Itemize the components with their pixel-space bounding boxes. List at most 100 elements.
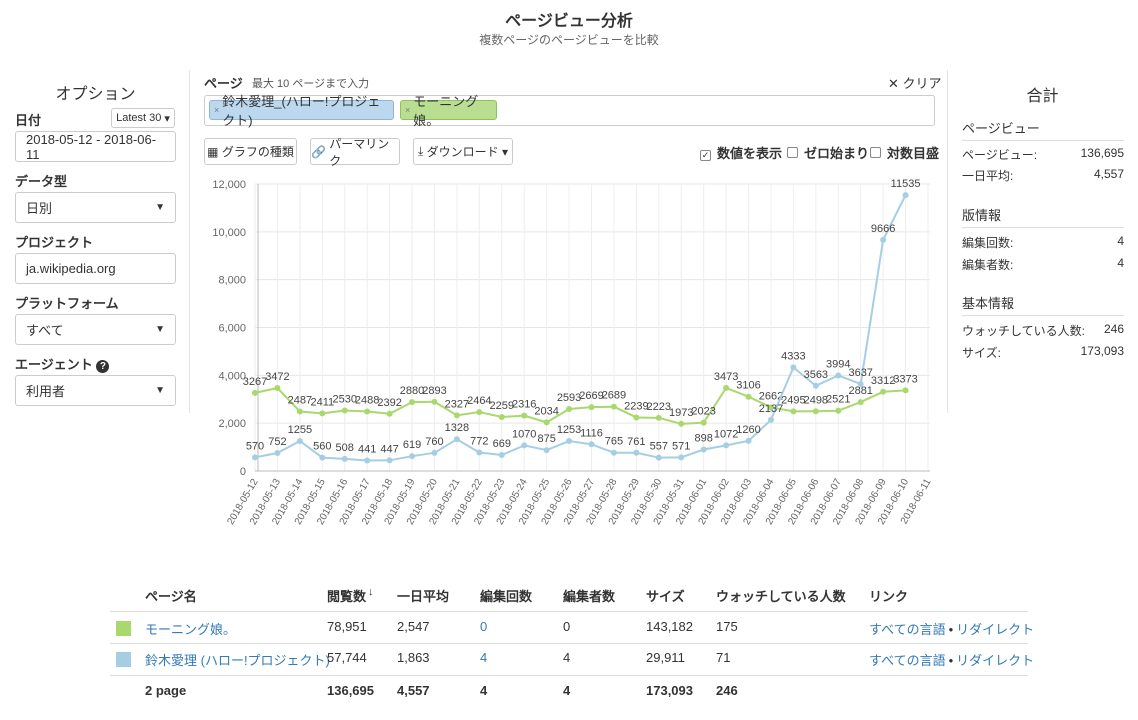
data-label: 2488 <box>355 394 379 406</box>
point <box>678 454 685 461</box>
summary-value: 4 <box>1117 256 1124 270</box>
cell: モーニング娘。 <box>145 622 237 637</box>
point <box>476 449 483 456</box>
point <box>767 404 774 411</box>
permalink-button[interactable]: 🔗 パーマリンク <box>310 137 400 168</box>
data-label: 1116 <box>580 427 603 439</box>
point <box>835 372 842 379</box>
point <box>857 381 864 388</box>
link[interactable]: すべての言語 <box>869 622 946 637</box>
data-label: 2487 <box>288 395 312 407</box>
text: モーニング娘。 <box>413 94 479 128</box>
data-label: 2223 <box>647 401 671 413</box>
select[interactable]: すべて ▼ <box>15 314 176 345</box>
link[interactable]: すべての言語 <box>869 653 946 668</box>
data-label: 570 <box>246 440 264 452</box>
page-tag[interactable]: × モーニング娘。 <box>400 94 497 128</box>
y-tick-label: 6,000 <box>218 323 246 335</box>
summary-heading: 版情報 <box>962 208 1002 223</box>
column-header: 閲覧数 <box>327 589 367 604</box>
point <box>633 414 640 421</box>
text: 鈴木愛理_(ハロー!プロジェクト) <box>222 94 381 128</box>
label: エージェント ? <box>15 354 110 373</box>
page-tag[interactable]: × 鈴木愛理_(ハロー!プロジェクト) <box>209 94 394 128</box>
checkbox[interactable]: 対数目盛 <box>870 143 939 162</box>
text: Latest 30 <box>116 112 162 124</box>
y-tick-label: 8,000 <box>218 275 246 287</box>
y-tick-label: 12,000 <box>212 179 246 191</box>
cell: 71 <box>716 650 731 665</box>
select[interactable]: 利用者 ▼ <box>15 375 176 406</box>
point <box>588 441 595 448</box>
data-label: 9666 <box>871 223 895 235</box>
date-input[interactable]: 2018-05-12 - 2018-06-11 <box>15 131 176 162</box>
cell: 29,911 <box>646 650 685 665</box>
footer-cell: 4,557 <box>397 683 430 698</box>
data-label: 1328 <box>445 422 469 434</box>
point <box>319 410 326 417</box>
data-label: 3994 <box>826 358 850 370</box>
clear-button[interactable]: ✕ クリア <box>888 76 942 91</box>
download-button[interactable]: ⤓ ダウンロード ▾ <box>413 138 513 165</box>
color-swatch <box>116 652 131 667</box>
data-label: 3637 <box>848 367 872 379</box>
input[interactable]: ja.wikipedia.org <box>15 253 176 284</box>
data-label: 2327 <box>445 398 469 410</box>
y-tick-label: 4,000 <box>218 370 246 382</box>
point <box>790 364 797 371</box>
point <box>274 450 281 457</box>
link[interactable]: リダイレクト <box>956 622 1035 637</box>
label: データ型 <box>15 174 68 189</box>
title: ページビュー分析 <box>505 13 633 30</box>
chart-type-button[interactable]: ▦ グラフの種類 <box>204 138 297 165</box>
data-label: 760 <box>425 436 443 448</box>
summary-value: 4 <box>1117 234 1124 248</box>
checkbox[interactable]: ✓ 数値を表示 <box>700 146 783 161</box>
footer-cell: 4 <box>480 683 488 698</box>
data-label: 765 <box>605 436 623 448</box>
data-label: 2137 <box>759 403 783 415</box>
data-label: 2411 <box>310 396 334 408</box>
date-preset[interactable]: Latest 30 ▾ <box>111 108 175 128</box>
point <box>610 403 617 410</box>
point <box>700 419 707 426</box>
cell: 0 <box>563 619 571 634</box>
cell: 1,863 <box>397 650 430 665</box>
column-header: 編集者数 <box>563 589 616 604</box>
point <box>633 449 640 456</box>
summary-value: 173,093 <box>1080 344 1124 358</box>
footer-cell: 173,093 <box>646 683 693 698</box>
text: ゼロ始まり <box>804 146 870 161</box>
point <box>431 449 438 456</box>
select[interactable]: 日別 ▼ <box>15 192 176 223</box>
links: すべての言語 • リダイレクト <box>869 650 1034 669</box>
point <box>700 446 707 453</box>
column-header: 編集回数 <box>480 589 533 604</box>
y-tick-label: 10,000 <box>212 227 246 239</box>
summary-label: サイズ: <box>962 346 1001 360</box>
point <box>296 437 303 444</box>
text: ダウンロード <box>426 145 499 159</box>
text: パーマリンク <box>329 136 390 168</box>
point <box>521 412 528 419</box>
data-label: 2034 <box>534 405 558 417</box>
point <box>880 388 887 395</box>
point <box>386 457 393 464</box>
link[interactable]: リダイレクト <box>956 653 1035 668</box>
data-label: 2521 <box>826 394 850 406</box>
data-label: 1973 <box>669 407 693 419</box>
data-label: 2530 <box>332 393 356 405</box>
data-label: 875 <box>537 433 555 445</box>
data-label: 619 <box>403 439 421 451</box>
checkbox[interactable]: ゼロ始まり <box>787 143 869 162</box>
point <box>543 419 550 426</box>
footer-cell: 246 <box>716 683 738 698</box>
cell: 57,744 <box>327 650 367 665</box>
data-label: 447 <box>380 443 398 455</box>
links: すべての言語 • リダイレクト <box>869 619 1034 638</box>
cell: 2,547 <box>397 619 430 634</box>
point <box>857 399 864 406</box>
point <box>723 442 730 449</box>
data-label: 560 <box>313 441 331 453</box>
point <box>610 449 617 456</box>
